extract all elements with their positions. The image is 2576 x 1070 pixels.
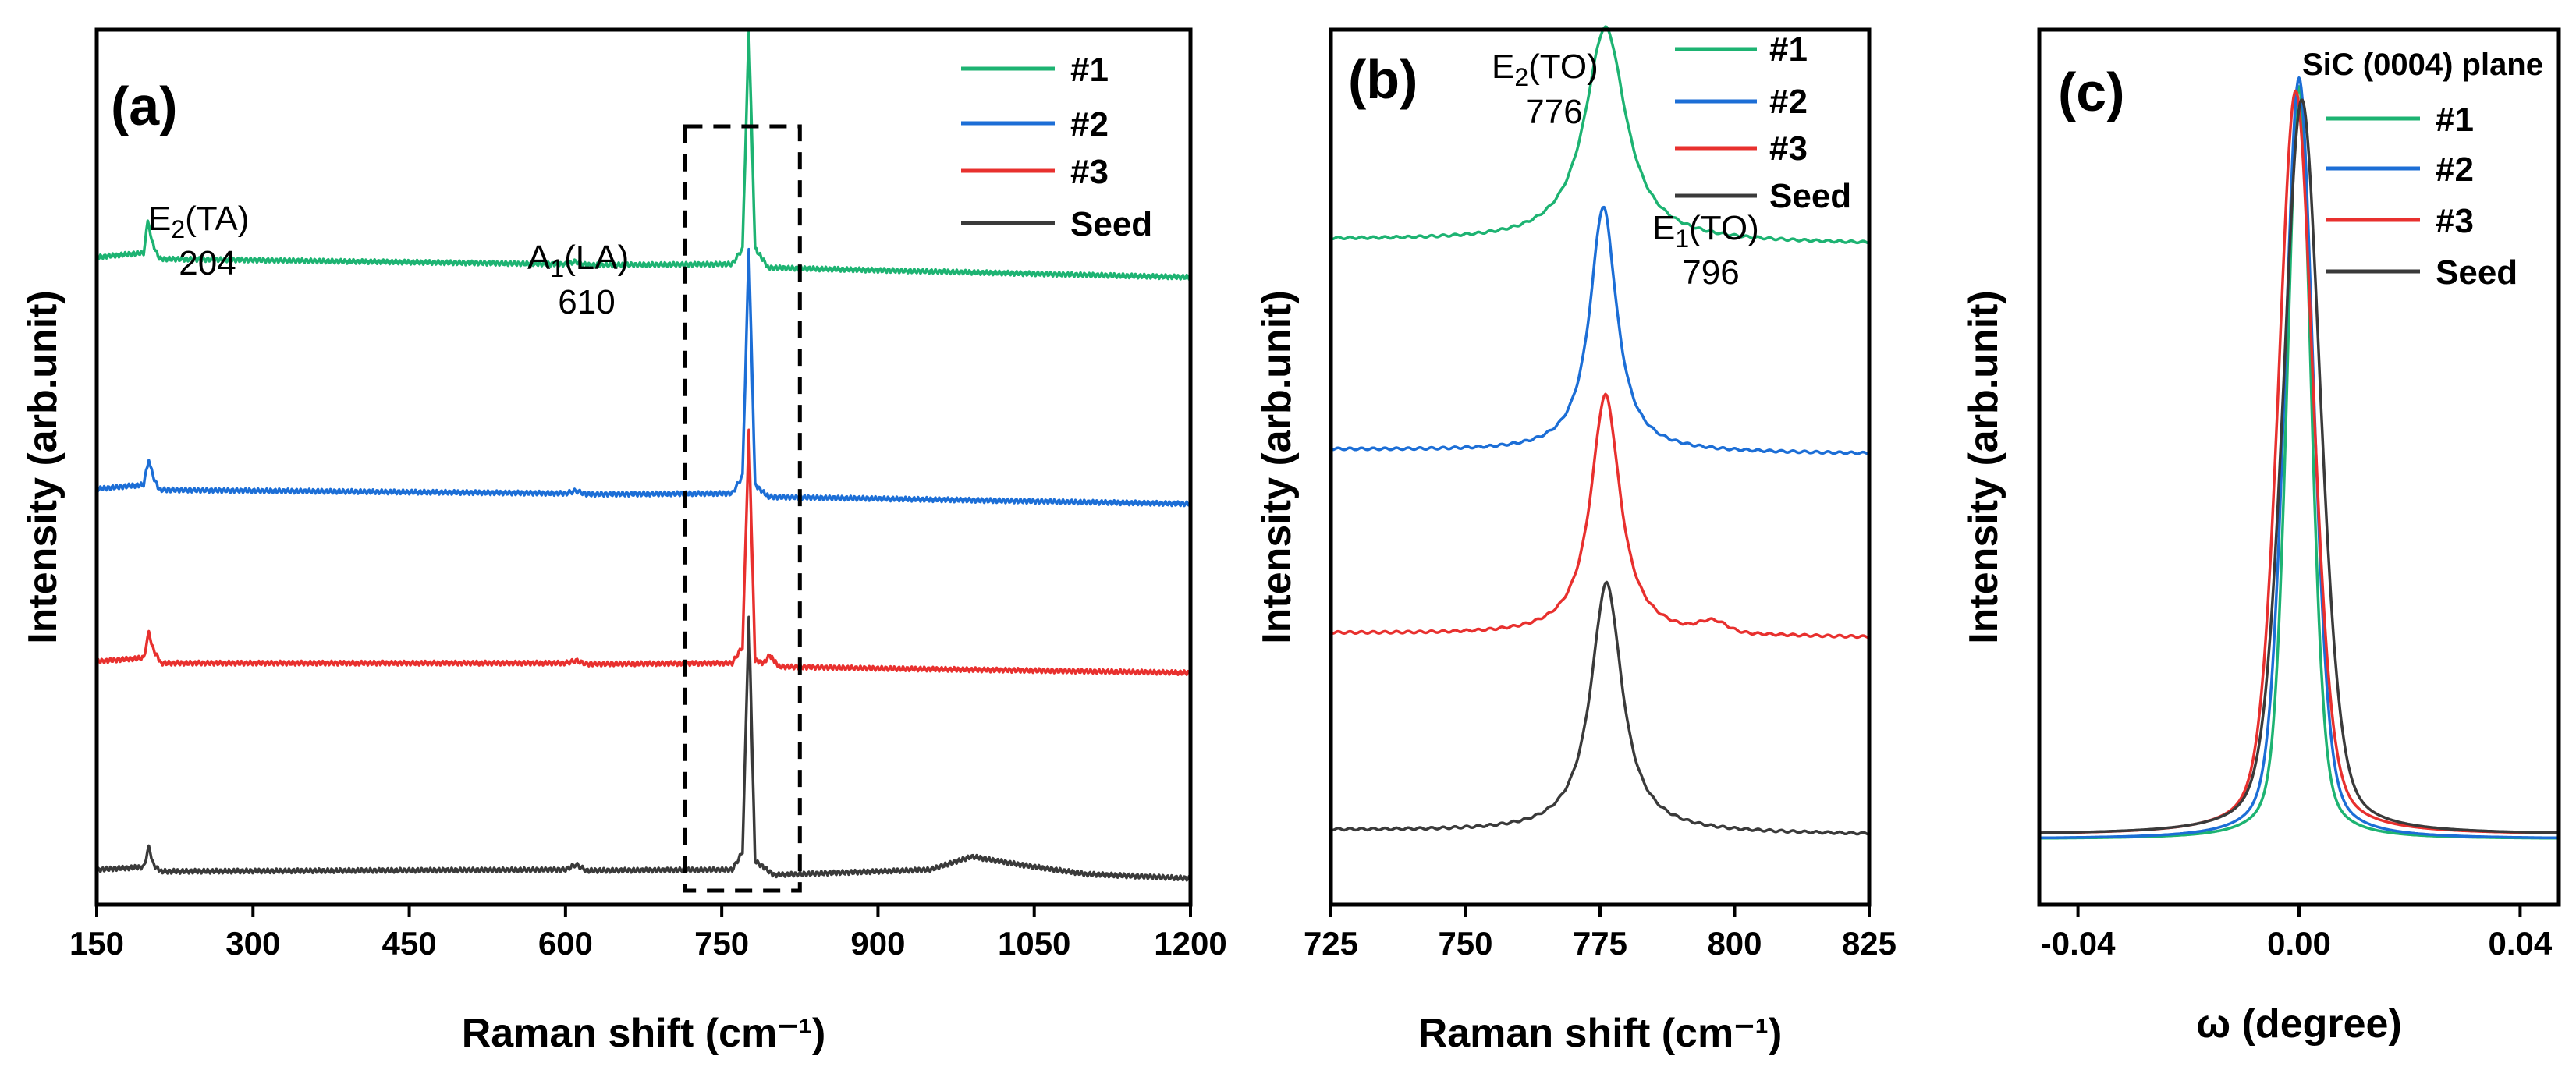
panel-c-series-1	[2038, 85, 2560, 840]
panel-b-label: (b)	[1348, 49, 1418, 110]
panel-a-annot-a1la: A1(LA)	[527, 239, 629, 282]
panel-b-x-tick-label-3: 800	[1707, 925, 1762, 962]
panel-b-x-ticks: 725 750 775 800 825	[1304, 905, 1897, 962]
panel-b-series-seed	[1330, 580, 1870, 836]
panel-b-legend-label-2: #2	[1769, 83, 1808, 121]
panel-c-legend: #1 #2 #3 Seed	[2326, 101, 2517, 292]
panel-a-series	[95, 29, 1192, 882]
panel-a-series-3	[95, 428, 1192, 676]
panel-a-series-2	[95, 247, 1192, 508]
panel-a-annot-e2ta-mode: E	[148, 200, 171, 238]
panel-a-x-tick-label-6: 1050	[998, 925, 1070, 962]
panel-a-x-tick-label-1: 300	[225, 925, 280, 962]
panel-a-legend-label-seed: Seed	[1070, 205, 1152, 243]
panel-a-annot-a1la-paren: (LA)	[564, 239, 629, 277]
panel-c-label: (c)	[2058, 62, 2125, 122]
panel-a-annot-e2ta-sub: 2	[171, 215, 185, 243]
panel-a-x-title: Raman shift (cm⁻¹)	[462, 1011, 826, 1056]
panel-b-x-tick-label-4: 825	[1842, 925, 1897, 962]
panel-b-x-title: Raman shift (cm⁻¹)	[1418, 1011, 1783, 1056]
panel-b-y-title: Intensity (arb.unit)	[1254, 290, 1300, 644]
panel-a: 150 300 450 600 750 900 1050 1200 (a) Raman shi…	[20, 27, 1227, 1056]
panel-b: 725 750 775 800 825 (b) Raman shift (cm⁻¹) I…	[1254, 25, 1897, 1056]
panel-c-y-title: Intensity (arb.unit)	[1961, 290, 2007, 644]
panel-a-annot-a1la-mode: A	[527, 239, 551, 277]
panel-b-legend-label-3: #3	[1769, 129, 1808, 168]
panel-a-annot-e2ta-paren: (TA)	[185, 200, 249, 238]
panel-a-annot-e2ta-value: 204	[179, 244, 236, 282]
panel-a-legend-label-2: #2	[1070, 105, 1109, 143]
panel-b-annot-e1to-sub: 1	[1675, 225, 1689, 253]
panel-b-annot-e1to-mode: E	[1652, 209, 1675, 247]
panel-b-annot-e1to-paren: (TO)	[1689, 209, 1759, 247]
panel-a-x-tick-label-7: 1200	[1154, 925, 1226, 962]
panel-c-x-ticks: -0.04 0.00 0.04	[2041, 905, 2553, 962]
panel-b-legend: #1 #2 #3 Seed	[1675, 30, 1851, 215]
panel-a-frame	[94, 27, 1193, 907]
panel-a-legend-label-1: #1	[1070, 51, 1109, 89]
panel-c: -0.04 0.00 0.04 (c) ω (degree) Intensity (…	[1961, 27, 2561, 1047]
panel-a-series-seed	[95, 615, 1192, 882]
panel-a-x-tick-label-0: 150	[69, 925, 124, 962]
panel-a-y-title: Intensity (arb.unit)	[20, 290, 66, 644]
panel-c-legend-label-3: #3	[2436, 202, 2474, 240]
panel-a-annot-e2ta: E2(TA)	[148, 200, 249, 243]
panel-a-annot-a1la-sub: 1	[550, 254, 564, 282]
panel-a-highlight-box	[683, 124, 802, 893]
panel-c-legend-label-2: #2	[2436, 151, 2474, 189]
panel-c-x-tick-label-0: -0.04	[2041, 925, 2116, 962]
panel-a-x-tick-label-4: 750	[694, 925, 749, 962]
panel-c-x-title: ω (degree)	[2196, 1001, 2402, 1047]
panel-c-series-3	[2038, 89, 2560, 834]
panel-a-x-ticks: 150 300 450 600 750 900 1050 1200	[69, 905, 1227, 962]
panel-c-legend-label-seed: Seed	[2436, 253, 2517, 292]
panel-b-x-tick-label-2: 775	[1573, 925, 1627, 962]
panel-a-annot-a1la-value: 610	[558, 283, 615, 321]
panel-b-legend-label-seed: Seed	[1769, 177, 1851, 215]
panel-c-title: SiC (0004) plane	[2302, 48, 2543, 82]
panel-b-legend-label-1: #1	[1769, 30, 1808, 69]
panel-a-label: (a)	[111, 76, 178, 136]
panel-a-series-1	[95, 29, 1192, 281]
panel-c-x-tick-label-1: 0.00	[2267, 925, 2331, 962]
panel-a-x-tick-label-5: 900	[850, 925, 905, 962]
panel-b-annot-e2to: E2(TO)	[1492, 48, 1598, 91]
panel-b-x-tick-label-0: 725	[1304, 925, 1358, 962]
panel-c-series	[2038, 76, 2560, 840]
panel-b-x-tick-label-1: 750	[1438, 925, 1492, 962]
panel-b-annot-e2to-value: 776	[1525, 93, 1582, 131]
panel-a-x-tick-label-2: 450	[382, 925, 437, 962]
panel-b-annot-e1to: E1(TO)	[1652, 209, 1759, 253]
panel-b-annot-e2to-mode: E	[1492, 48, 1514, 86]
panel-c-frame	[2037, 27, 2561, 907]
panel-a-legend-label-3: #3	[1070, 153, 1109, 191]
panel-b-series-3	[1330, 392, 1870, 640]
panel-b-annot-e2to-sub: 2	[1514, 63, 1528, 91]
panel-b-series-1	[1330, 25, 1870, 245]
panel-a-x-tick-label-3: 600	[538, 925, 593, 962]
panel-b-series	[1330, 25, 1870, 836]
panel-a-legend: #1 #2 #3 Seed	[961, 51, 1152, 243]
panel-c-x-tick-label-2: 0.04	[2489, 925, 2553, 962]
panel-b-series-2	[1330, 205, 1870, 456]
panel-c-series-2	[2038, 76, 2560, 840]
panel-b-annot-e1to-value: 796	[1682, 253, 1739, 292]
panel-c-series-seed	[2038, 98, 2560, 834]
panel-b-annot-e2to-paren: (TO)	[1528, 48, 1598, 86]
panel-c-legend-label-1: #1	[2436, 101, 2474, 139]
